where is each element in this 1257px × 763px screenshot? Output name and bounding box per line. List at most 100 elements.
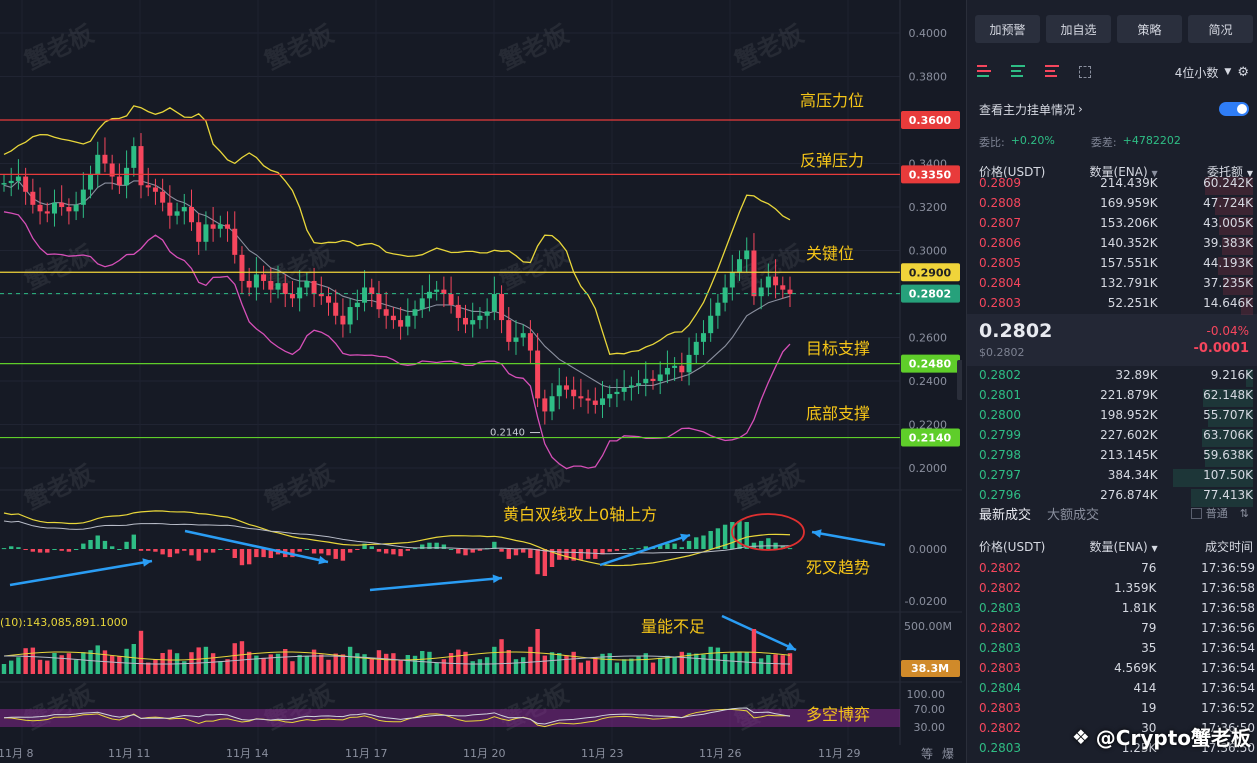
volume-bar (261, 657, 266, 674)
time-tick-label: 11月 20 (463, 747, 506, 760)
volume-bar (138, 630, 144, 674)
ask-row[interactable]: 0.2803 52.251K 14.646K (979, 293, 1253, 315)
change-percent: -0.04% (1206, 324, 1249, 338)
settings-icon[interactable]: ⚙ (1237, 64, 1249, 80)
volume-bar (304, 655, 310, 674)
price-header[interactable]: 价格(USDT) (979, 165, 1046, 179)
trend-arrow (9, 559, 153, 587)
macd-bar (218, 549, 223, 550)
chart-area[interactable]: 蟹老板 蟹老板 蟹老板 蟹老板 蟹老板 蟹老板 蟹老板 蟹老板 蟹老板 蟹老板 蟹老板 蟹老板 蟹老板蟹… (0, 0, 962, 763)
strategy-button[interactable]: 策略 (1117, 15, 1182, 43)
ask-row[interactable]: 0.2809 214.439K 60.242K (979, 173, 1253, 195)
macd-bar (578, 549, 584, 560)
price-chart[interactable]: 蟹老板 蟹老板 蟹老板 蟹老板蟹老板 蟹老板 蟹老板 蟹老板蟹老板 蟹老板 蟹老板 蟹老板蟹老板蟹… (0, 0, 962, 763)
dead-cross-circle (731, 513, 805, 551)
macd-bar (340, 549, 346, 561)
ask-total-value: 37.235K (1203, 276, 1253, 290)
ask-row[interactable]: 0.2804 132.791K 37.235K (979, 273, 1253, 295)
volume-bar (347, 646, 353, 674)
ask-total-value: 60.242K (1203, 176, 1253, 190)
volume-bar (23, 648, 28, 674)
volume-bar (643, 653, 648, 674)
bid-row[interactable]: 0.2801 221.879K 62.148K (979, 385, 1253, 407)
candle-body (426, 291, 432, 299)
level-note: 底部支撑 (806, 404, 870, 423)
macd-bar (355, 549, 360, 550)
last-price-block[interactable]: 0.2802 $0.2802 -0.04% -0.0001 (967, 314, 1257, 366)
volume-bar (182, 661, 187, 674)
trade-time: 17:36:50 (1201, 741, 1256, 755)
decimals-select[interactable]: 4位小数 ▼ ⚙ (1175, 64, 1249, 81)
candle-body (643, 378, 649, 384)
filter-icon[interactable]: ⇅ (1239, 506, 1249, 520)
volume-bar (701, 654, 706, 674)
candle-body (578, 396, 584, 399)
bid-price: 0.2801 (979, 388, 1021, 402)
volume-bar (37, 659, 43, 674)
candle-body (37, 204, 43, 212)
dead-cross-note: 死叉趋势 (806, 558, 870, 577)
ask-row[interactable]: 0.2806 140.352K 39.383K (979, 233, 1253, 255)
bid-row[interactable]: 0.2800 198.952K 55.707K (979, 405, 1253, 427)
macd-bar (441, 544, 447, 549)
volume-bar (593, 657, 598, 674)
trade-price: 0.2802 (979, 581, 1021, 595)
candle-body (124, 167, 130, 186)
ask-total: 47.724K (1164, 196, 1253, 215)
macd-bar (95, 535, 100, 549)
trade-row: 0.2802 30 17:36:50 (979, 718, 1255, 738)
normal-filter[interactable]: 普通 ⇅ (1190, 505, 1249, 521)
last-price: 0.2802 (979, 320, 1053, 342)
macd-bar (665, 543, 670, 549)
volume-bar (780, 655, 785, 674)
volume-bar (412, 655, 418, 674)
bid-row[interactable]: 0.2798 213.145K 59.638K (979, 445, 1253, 467)
add-alert-button[interactable]: 加预警 (975, 15, 1040, 43)
macd-bar (232, 549, 237, 558)
bid-row[interactable]: 0.2799 227.602K 63.706K (979, 425, 1253, 447)
ask-row[interactable]: 0.2808 169.959K 47.724K (979, 193, 1253, 215)
collapse-handle (957, 360, 962, 400)
macd-bar (1, 548, 7, 550)
volume-bar (95, 645, 100, 674)
volume-bar (326, 659, 331, 674)
candle-body (268, 280, 274, 290)
macd-bar (499, 549, 504, 552)
normal-checkbox[interactable] (1190, 507, 1202, 519)
candle-body (722, 287, 728, 303)
decimals-value: 4位小数 (1174, 65, 1219, 80)
ask-row[interactable]: 0.2807 153.206K 43.005K (979, 213, 1253, 235)
bid-qty: 227.602K (1100, 428, 1158, 442)
bids-only-icon[interactable] (1011, 65, 1027, 79)
watermark-text: 蟹老板 (21, 239, 99, 295)
bid-row[interactable]: 0.2797 384.34K 107.50K (979, 465, 1253, 487)
asks-only-icon[interactable] (1045, 65, 1061, 79)
candle-body (441, 289, 447, 294)
macd-bar (102, 540, 108, 549)
candle-body (340, 315, 346, 325)
macd-bar (398, 549, 403, 557)
candle-body (311, 280, 317, 294)
trade-row: 0.2803 35 17:36:54 (979, 638, 1255, 658)
depth-icon[interactable] (1079, 66, 1091, 78)
bid-row[interactable]: 0.2796 276.874K 77.413K (979, 485, 1253, 507)
both-sides-icon[interactable] (977, 65, 993, 79)
add-watchlist-button[interactable]: 加自选 (1046, 15, 1111, 43)
level-tag-label: 0.2480 (909, 358, 952, 371)
time-tick-label: 11月 26 (699, 747, 742, 760)
level-tag-label: 0.3350 (909, 168, 952, 181)
main-orders-toggle[interactable] (1219, 102, 1249, 116)
bid-row[interactable]: 0.2802 32.89K 9.216K (979, 365, 1253, 387)
candle-body (325, 296, 331, 303)
tab-large-trades[interactable]: 大额成交 (1047, 507, 1100, 523)
trade-qty-header[interactable]: 数量(ENA) ▼ (1068, 538, 1163, 556)
tab-latest-trades[interactable]: 最新成交 (979, 507, 1032, 523)
volume-bar (477, 659, 483, 674)
volume-bar (102, 650, 108, 674)
ask-row[interactable]: 0.2805 157.551K 44.193K (979, 253, 1253, 275)
qty-header[interactable]: 数量(ENA) ▼ (1068, 163, 1163, 181)
overview-button[interactable]: 简况 (1188, 15, 1253, 43)
main-orders-row[interactable]: 查看主力挂单情况 › (979, 100, 1249, 118)
candle-body (434, 289, 440, 292)
total-header[interactable]: 委托额 ▼ (1164, 163, 1253, 181)
